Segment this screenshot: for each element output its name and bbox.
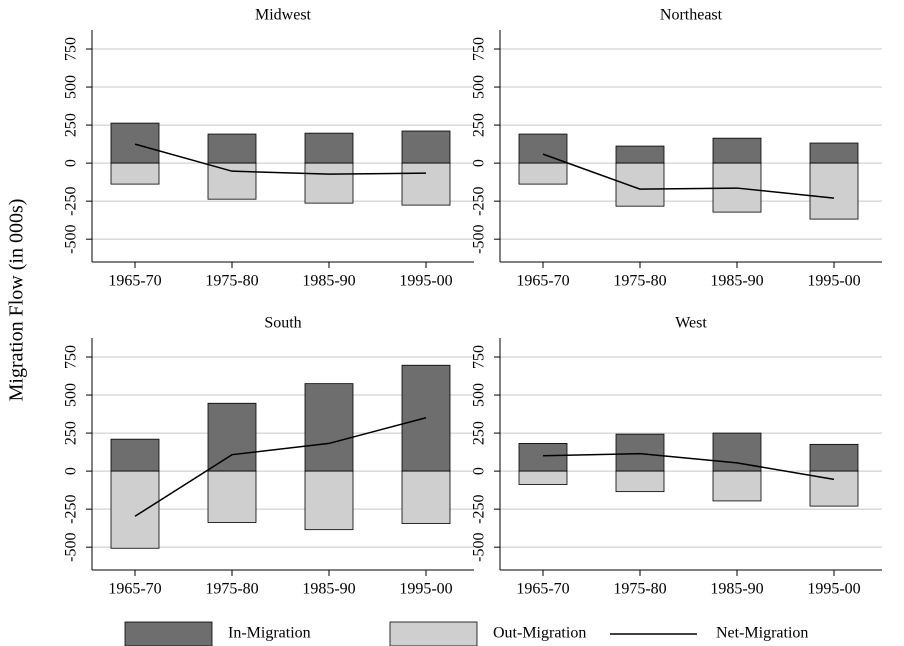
- bar: [401, 130, 451, 164]
- bar: [518, 162, 568, 185]
- x-tick-label: 1975-80: [613, 581, 666, 598]
- bar: [110, 122, 160, 164]
- y-tick-label: 250: [63, 421, 80, 445]
- bar: [110, 470, 160, 549]
- x-tick-label: 1965-70: [516, 581, 569, 598]
- bar: [712, 137, 762, 164]
- y-tick-label: 500: [63, 383, 80, 407]
- y-tick-label: 0: [63, 159, 80, 167]
- bar: [304, 383, 354, 472]
- y-tick-label: 0: [63, 467, 80, 475]
- y-tick-label: 0: [471, 159, 488, 167]
- bar: [304, 470, 354, 531]
- y-tick-label: 500: [63, 75, 80, 99]
- bar: [809, 443, 859, 472]
- legend-label: Net-Migration: [716, 625, 808, 642]
- bar: [207, 402, 257, 472]
- y-tick-label: 0: [471, 467, 488, 475]
- panel-title: West: [675, 315, 707, 332]
- bar: [304, 162, 354, 204]
- x-tick-label: 1995-00: [399, 273, 452, 290]
- bar: [615, 433, 665, 472]
- panel-title: Northeast: [660, 7, 723, 24]
- y-tick-label: -500: [63, 225, 80, 254]
- bar: [518, 470, 568, 485]
- y-tick-label: 750: [471, 345, 488, 369]
- net-line: [134, 416, 427, 517]
- y-tick-label: -250: [471, 186, 488, 215]
- net-line: [542, 153, 835, 199]
- x-tick-label: 1965-70: [516, 273, 569, 290]
- y-tick-label: -250: [63, 186, 80, 215]
- bar: [518, 133, 568, 164]
- x-tick-label: 1995-00: [399, 581, 452, 598]
- bar: [207, 470, 257, 523]
- bar: [809, 162, 859, 220]
- bar: [401, 470, 451, 524]
- net-line: [134, 143, 427, 175]
- y-tick-label: 750: [63, 37, 80, 61]
- y-tick-label: 750: [471, 37, 488, 61]
- legend-swatch: [389, 621, 478, 646]
- y-tick-label: 750: [63, 345, 80, 369]
- y-tick-label: 500: [471, 383, 488, 407]
- x-tick-label: 1965-70: [108, 273, 161, 290]
- bar: [615, 162, 665, 207]
- panel-title: South: [264, 315, 301, 332]
- x-tick-label: 1975-80: [205, 581, 258, 598]
- bar: [615, 470, 665, 493]
- bar: [712, 470, 762, 502]
- y-tick-label: -500: [63, 533, 80, 562]
- bar: [615, 145, 665, 164]
- x-tick-label: 1995-00: [807, 581, 860, 598]
- legend-label: In-Migration: [228, 625, 311, 642]
- bar: [712, 432, 762, 472]
- x-tick-label: 1965-70: [108, 581, 161, 598]
- x-tick-label: 1985-90: [302, 581, 355, 598]
- bar: [110, 162, 160, 185]
- legend-label: Out-Migration: [493, 625, 586, 642]
- legend-swatch: [124, 621, 213, 646]
- y-tick-label: 250: [63, 113, 80, 137]
- x-tick-label: 1985-90: [710, 581, 763, 598]
- y-tick-label: -250: [63, 494, 80, 523]
- bar: [207, 133, 257, 164]
- x-tick-label: 1975-80: [613, 273, 666, 290]
- net-line: [542, 452, 835, 481]
- y-tick-label: 250: [471, 421, 488, 445]
- y-axis-label: Migration Flow (in 000s): [6, 199, 28, 402]
- y-tick-label: -500: [471, 533, 488, 562]
- bar: [207, 162, 257, 200]
- bar: [110, 438, 160, 472]
- y-tick-label: 500: [471, 75, 488, 99]
- x-tick-label: 1995-00: [807, 273, 860, 290]
- bar: [518, 443, 568, 472]
- panel-title: Midwest: [255, 7, 312, 24]
- y-tick-label: -250: [471, 494, 488, 523]
- x-tick-label: 1985-90: [302, 273, 355, 290]
- bar: [809, 142, 859, 164]
- bar: [401, 162, 451, 206]
- y-tick-label: -500: [471, 225, 488, 254]
- x-tick-label: 1975-80: [205, 273, 258, 290]
- bar: [304, 132, 354, 164]
- y-tick-label: 250: [471, 113, 488, 137]
- x-tick-label: 1985-90: [710, 273, 763, 290]
